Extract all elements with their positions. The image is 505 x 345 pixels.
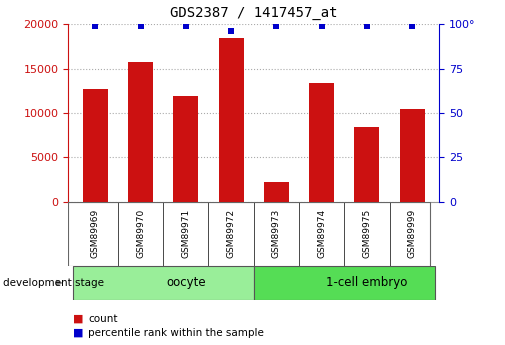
Text: oocyte: oocyte [166,276,206,289]
Text: ■: ■ [73,328,84,338]
Text: count: count [88,314,118,324]
FancyBboxPatch shape [254,266,435,300]
Title: GDS2387 / 1417457_at: GDS2387 / 1417457_at [170,6,337,20]
Bar [309,83,334,202]
Text: percentile rank within the sample: percentile rank within the sample [88,328,264,338]
FancyBboxPatch shape [73,266,254,300]
Text: GSM89972: GSM89972 [227,209,236,258]
Text: GSM89973: GSM89973 [272,209,281,258]
Text: ■: ■ [73,314,84,324]
Text: development stage: development stage [3,278,104,288]
Text: 1-cell embryo: 1-cell embryo [326,276,408,289]
Text: GSM89971: GSM89971 [181,209,190,258]
Bar [128,62,153,202]
Text: GSM89969: GSM89969 [91,209,100,258]
Bar [219,38,243,202]
Bar [83,89,108,202]
Bar [264,182,289,202]
Bar [355,127,379,202]
Text: GSM89970: GSM89970 [136,209,145,258]
Bar [400,109,425,202]
Bar [173,96,198,202]
Text: GSM89974: GSM89974 [317,209,326,258]
Text: GSM89999: GSM89999 [408,209,417,258]
Text: GSM89975: GSM89975 [363,209,371,258]
